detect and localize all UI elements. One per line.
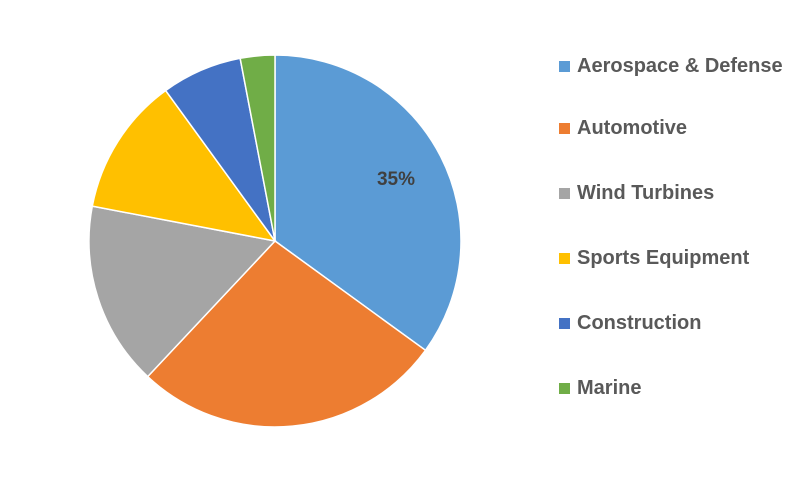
legend-swatch	[559, 253, 570, 264]
pie-data-labels: 35%	[377, 169, 415, 190]
legend-swatch	[559, 318, 570, 329]
legend-item: Aerospace & Defense	[559, 54, 792, 79]
legend-swatch	[559, 383, 570, 394]
pie-chart: 35%	[88, 54, 462, 428]
legend-label: Aerospace & Defense	[577, 55, 783, 77]
legend-item: Wind Turbines	[559, 181, 792, 206]
legend-label: Sports Equipment	[577, 247, 750, 269]
legend-label: Automotive	[577, 117, 687, 139]
legend-item: Sports Equipment	[559, 246, 792, 271]
legend-label: Construction	[577, 312, 702, 334]
legend-item: Marine	[559, 376, 792, 401]
legend-item: Construction	[559, 311, 792, 336]
legend-swatch	[559, 188, 570, 199]
pie-slice-wind-turbines	[88, 205, 277, 378]
pie-slices	[88, 54, 462, 428]
pie-slice-sports-equipment	[91, 89, 277, 243]
legend-swatch	[559, 123, 570, 134]
data-label: 35%	[377, 169, 415, 190]
legend-item: Automotive	[559, 116, 792, 141]
legend-label: Marine	[577, 377, 642, 399]
pie-slice-marine	[239, 54, 276, 242]
pie-slice-automotive	[146, 240, 427, 428]
legend-swatch	[559, 61, 570, 72]
pie-slice-aerospace-defense	[274, 54, 462, 352]
legend-label: Wind Turbines	[577, 182, 715, 204]
